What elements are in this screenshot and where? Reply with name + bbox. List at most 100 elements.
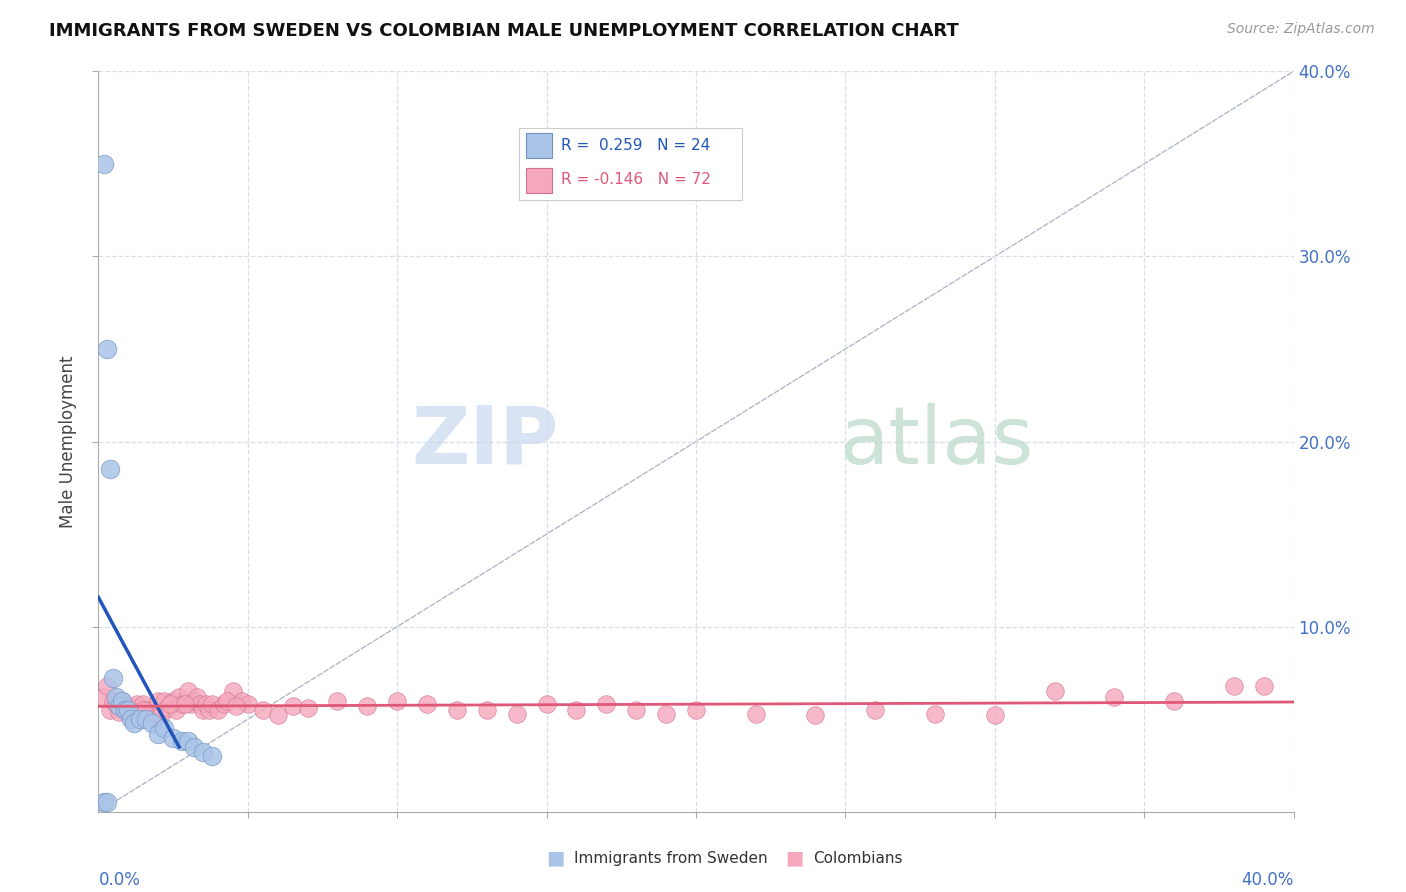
Text: R = -0.146   N = 72: R = -0.146 N = 72	[561, 172, 711, 187]
Point	[201, 749, 224, 764]
Point	[150, 708, 173, 723]
Point	[385, 694, 409, 708]
Point	[96, 796, 118, 810]
Bar	[526, 134, 553, 158]
Point	[198, 703, 221, 717]
Point	[103, 672, 125, 686]
Point	[252, 703, 274, 717]
Point	[1163, 694, 1185, 708]
Point	[183, 694, 205, 708]
Point	[177, 684, 200, 698]
Point	[183, 739, 205, 754]
Text: Colombians: Colombians	[813, 851, 903, 865]
Point	[191, 746, 214, 760]
Point	[153, 722, 176, 736]
Point	[108, 705, 131, 719]
Point	[506, 706, 529, 721]
Text: Immigrants from Sweden: Immigrants from Sweden	[574, 851, 768, 865]
Point	[98, 462, 122, 476]
Text: Source: ZipAtlas.com: Source: ZipAtlas.com	[1227, 22, 1375, 37]
Point	[356, 699, 378, 714]
Point	[186, 690, 208, 704]
Point	[124, 715, 146, 730]
Bar	[526, 168, 553, 193]
Point	[148, 727, 170, 741]
Point	[114, 703, 136, 717]
Point	[1223, 679, 1246, 693]
Point	[236, 698, 259, 712]
Point	[120, 712, 142, 726]
Point	[129, 705, 152, 719]
Point	[105, 698, 128, 712]
Point	[117, 703, 139, 717]
Point	[141, 715, 163, 730]
Text: IMMIGRANTS FROM SWEDEN VS COLOMBIAN MALE UNEMPLOYMENT CORRELATION CHART: IMMIGRANTS FROM SWEDEN VS COLOMBIAN MALE…	[49, 22, 959, 40]
Point	[93, 690, 115, 704]
Point	[1043, 684, 1066, 698]
Point	[120, 706, 142, 721]
Point	[984, 708, 1007, 723]
Point	[111, 694, 134, 708]
Point	[129, 712, 152, 726]
Text: R =  0.259   N = 24: R = 0.259 N = 24	[561, 138, 710, 153]
Point	[1104, 690, 1126, 704]
Point	[96, 679, 118, 693]
Point	[148, 694, 170, 708]
Point	[225, 699, 247, 714]
Text: 0.0%: 0.0%	[98, 871, 141, 889]
Point	[138, 706, 160, 721]
Point	[162, 731, 184, 745]
Point	[195, 698, 218, 712]
Point	[124, 701, 146, 715]
Point	[267, 708, 290, 723]
Point	[215, 694, 238, 708]
Point	[105, 690, 128, 704]
Point	[172, 698, 194, 712]
Point	[655, 706, 678, 721]
Point	[865, 703, 887, 717]
Point	[536, 698, 558, 712]
Point	[98, 703, 122, 717]
Point	[326, 694, 349, 708]
Point	[177, 734, 200, 748]
Point	[167, 690, 190, 704]
Point	[114, 703, 136, 717]
Point	[475, 703, 498, 717]
Point	[135, 703, 157, 717]
Point	[143, 710, 166, 724]
Point	[165, 703, 187, 717]
Point	[804, 708, 827, 723]
Point	[685, 703, 707, 717]
Point	[180, 698, 202, 712]
Point	[626, 703, 648, 717]
Point	[153, 694, 176, 708]
Text: ZIP: ZIP	[412, 402, 558, 481]
Point	[174, 698, 197, 712]
Point	[416, 698, 439, 712]
Text: 40.0%: 40.0%	[1241, 871, 1294, 889]
Point	[207, 703, 229, 717]
Point	[93, 796, 115, 810]
Point	[117, 699, 139, 714]
Point	[924, 706, 946, 721]
Point	[201, 698, 224, 712]
Point	[231, 694, 253, 708]
Point	[212, 698, 235, 712]
Point	[96, 342, 118, 356]
Text: atlas: atlas	[839, 402, 1033, 481]
Point	[446, 703, 468, 717]
Point	[132, 698, 155, 712]
Text: ■: ■	[785, 848, 804, 868]
Point	[103, 694, 125, 708]
Point	[132, 703, 155, 717]
Point	[111, 694, 134, 708]
Point	[745, 706, 768, 721]
Point	[141, 708, 163, 723]
Point	[595, 698, 617, 712]
Point	[172, 734, 194, 748]
Point	[188, 698, 211, 712]
Point	[93, 157, 115, 171]
Point	[191, 703, 214, 717]
Point	[127, 698, 149, 712]
Point	[222, 684, 245, 698]
